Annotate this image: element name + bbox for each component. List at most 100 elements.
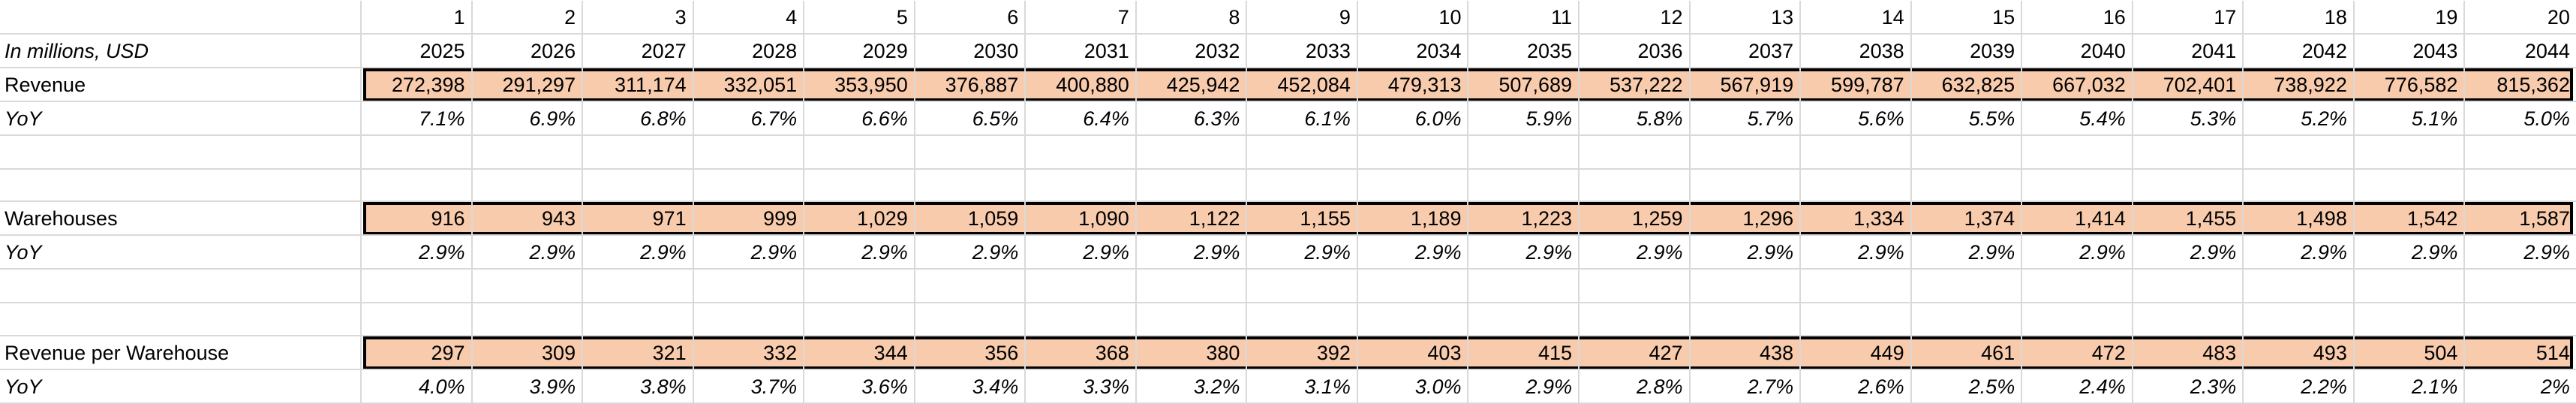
revenue-cell[interactable]: 479,313 bbox=[1357, 68, 1469, 102]
blank-cell[interactable] bbox=[2354, 270, 2466, 303]
warehouses-cell[interactable]: 1,498 bbox=[2244, 202, 2355, 236]
year-header-cell[interactable]: 2029 bbox=[804, 35, 915, 68]
blank-cell[interactable] bbox=[1911, 270, 2023, 303]
blank-cell[interactable] bbox=[472, 270, 584, 303]
blank-cell[interactable] bbox=[693, 170, 805, 202]
rpw-yoy-cell[interactable]: 2.8% bbox=[1580, 370, 1691, 404]
revenue-cell[interactable]: 567,919 bbox=[1690, 68, 1802, 102]
warehouses-cell[interactable]: 1,090 bbox=[1026, 202, 1137, 236]
blank-cell[interactable] bbox=[1580, 136, 1691, 170]
revenue-yoy-cell[interactable]: 5.8% bbox=[1580, 102, 1691, 136]
blank-cell[interactable] bbox=[1801, 136, 1912, 170]
blank-cell[interactable] bbox=[1911, 136, 2023, 170]
warehouses-yoy-cell[interactable]: 2.9% bbox=[1468, 236, 1580, 270]
blank-cell[interactable] bbox=[1136, 303, 1248, 336]
blank-cell[interactable] bbox=[362, 136, 473, 170]
blank-cell[interactable] bbox=[2133, 170, 2244, 202]
revenue-per-warehouse-cell[interactable]: 504 bbox=[2354, 336, 2466, 370]
blank-cell[interactable] bbox=[1690, 170, 1802, 202]
blank-cell[interactable] bbox=[804, 270, 915, 303]
revenue-yoy-cell[interactable]: 5.6% bbox=[1801, 102, 1912, 136]
year-header-cell[interactable]: 2034 bbox=[1357, 35, 1469, 68]
blank-cell[interactable] bbox=[1247, 270, 1358, 303]
year-header-cell[interactable]: 2037 bbox=[1690, 35, 1802, 68]
blank-cell[interactable] bbox=[1690, 270, 1802, 303]
period-index-cell[interactable]: 1 bbox=[362, 1, 473, 35]
blank-cell[interactable] bbox=[804, 170, 915, 202]
warehouses-yoy-cell[interactable]: 2.9% bbox=[2354, 236, 2466, 270]
rpw-yoy-cell[interactable]: 2.2% bbox=[2244, 370, 2355, 404]
blank-cell[interactable] bbox=[1911, 303, 2023, 336]
warehouses-yoy-cell[interactable]: 2.9% bbox=[1580, 236, 1691, 270]
warehouses-yoy-cell[interactable]: 2.9% bbox=[915, 236, 1026, 270]
year-header-cell[interactable]: 2038 bbox=[1801, 35, 1912, 68]
rpw-yoy-cell[interactable]: 3.9% bbox=[472, 370, 584, 404]
blank-cell[interactable] bbox=[2244, 270, 2355, 303]
blank-cell[interactable] bbox=[2354, 170, 2466, 202]
units-label[interactable]: In millions, USD bbox=[0, 35, 362, 68]
revenue-per-warehouse-cell[interactable]: 461 bbox=[1911, 336, 2023, 370]
period-index-cell[interactable]: 8 bbox=[1136, 1, 1248, 35]
blank-cell[interactable] bbox=[1580, 303, 1691, 336]
period-index-cell[interactable]: 14 bbox=[1801, 1, 1912, 35]
blank-cell[interactable] bbox=[1357, 270, 1469, 303]
blank-cell[interactable] bbox=[1247, 170, 1358, 202]
warehouses-cell[interactable]: 1,259 bbox=[1580, 202, 1691, 236]
revenue-yoy-cell[interactable]: 5.2% bbox=[2244, 102, 2355, 136]
row-label[interactable] bbox=[0, 1, 362, 35]
revenue-per-warehouse-cell[interactable]: 368 bbox=[1026, 336, 1137, 370]
rpw-yoy-cell[interactable]: 3.0% bbox=[1357, 370, 1469, 404]
year-header-cell[interactable]: 2044 bbox=[2465, 35, 2576, 68]
revenue-cell[interactable]: 400,880 bbox=[1026, 68, 1137, 102]
revenue-yoy-cell[interactable]: 6.6% bbox=[804, 102, 915, 136]
warehouses-cell[interactable]: 1,059 bbox=[915, 202, 1026, 236]
blank-cell[interactable] bbox=[1468, 136, 1580, 170]
warehouses-cell[interactable]: 1,542 bbox=[2354, 202, 2466, 236]
blank-cell[interactable] bbox=[804, 136, 915, 170]
blank-cell[interactable] bbox=[0, 303, 362, 336]
year-header-cell[interactable]: 2035 bbox=[1468, 35, 1580, 68]
revenue-per-warehouse-label[interactable]: Revenue per Warehouse bbox=[0, 336, 362, 370]
revenue-per-warehouse-cell[interactable]: 415 bbox=[1468, 336, 1580, 370]
warehouses-yoy-cell[interactable]: 2.9% bbox=[1357, 236, 1469, 270]
revenue-yoy-cell[interactable]: 6.1% bbox=[1247, 102, 1358, 136]
year-header-cell[interactable]: 2028 bbox=[693, 35, 805, 68]
warehouses-cell[interactable]: 1,223 bbox=[1468, 202, 1580, 236]
blank-cell[interactable] bbox=[915, 136, 1026, 170]
warehouses-yoy-cell[interactable]: 2.9% bbox=[2133, 236, 2244, 270]
revenue-yoy-label[interactable]: YoY bbox=[0, 102, 362, 136]
blank-cell[interactable] bbox=[915, 303, 1026, 336]
revenue-yoy-cell[interactable]: 6.0% bbox=[1357, 102, 1469, 136]
revenue-label[interactable]: Revenue bbox=[0, 68, 362, 102]
warehouses-cell[interactable]: 1,296 bbox=[1690, 202, 1802, 236]
blank-cell[interactable] bbox=[2465, 270, 2576, 303]
revenue-yoy-cell[interactable]: 6.3% bbox=[1136, 102, 1248, 136]
blank-cell[interactable] bbox=[1690, 303, 1802, 336]
blank-cell[interactable] bbox=[693, 136, 805, 170]
period-index-cell[interactable]: 4 bbox=[693, 1, 805, 35]
blank-cell[interactable] bbox=[915, 170, 1026, 202]
revenue-cell[interactable]: 702,401 bbox=[2133, 68, 2244, 102]
blank-cell[interactable] bbox=[2465, 170, 2576, 202]
blank-cell[interactable] bbox=[2133, 136, 2244, 170]
period-index-cell[interactable]: 5 bbox=[804, 1, 915, 35]
revenue-per-warehouse-cell[interactable]: 438 bbox=[1690, 336, 1802, 370]
revenue-cell[interactable]: 291,297 bbox=[472, 68, 584, 102]
revenue-yoy-cell[interactable]: 5.3% bbox=[2133, 102, 2244, 136]
revenue-per-warehouse-cell[interactable]: 344 bbox=[804, 336, 915, 370]
warehouses-yoy-cell[interactable]: 2.9% bbox=[1026, 236, 1137, 270]
warehouses-cell[interactable]: 916 bbox=[362, 202, 473, 236]
blank-cell[interactable] bbox=[1468, 270, 1580, 303]
year-header-cell[interactable]: 2033 bbox=[1247, 35, 1358, 68]
blank-cell[interactable] bbox=[2354, 136, 2466, 170]
period-index-cell[interactable]: 13 bbox=[1690, 1, 1802, 35]
revenue-per-warehouse-cell[interactable]: 380 bbox=[1136, 336, 1248, 370]
blank-cell[interactable] bbox=[2133, 303, 2244, 336]
warehouses-yoy-cell[interactable]: 2.9% bbox=[472, 236, 584, 270]
blank-cell[interactable] bbox=[362, 303, 473, 336]
revenue-yoy-cell[interactable]: 5.5% bbox=[1911, 102, 2023, 136]
revenue-cell[interactable]: 332,051 bbox=[693, 68, 805, 102]
revenue-cell[interactable]: 537,222 bbox=[1580, 68, 1691, 102]
blank-cell[interactable] bbox=[472, 136, 584, 170]
warehouses-cell[interactable]: 1,029 bbox=[804, 202, 915, 236]
